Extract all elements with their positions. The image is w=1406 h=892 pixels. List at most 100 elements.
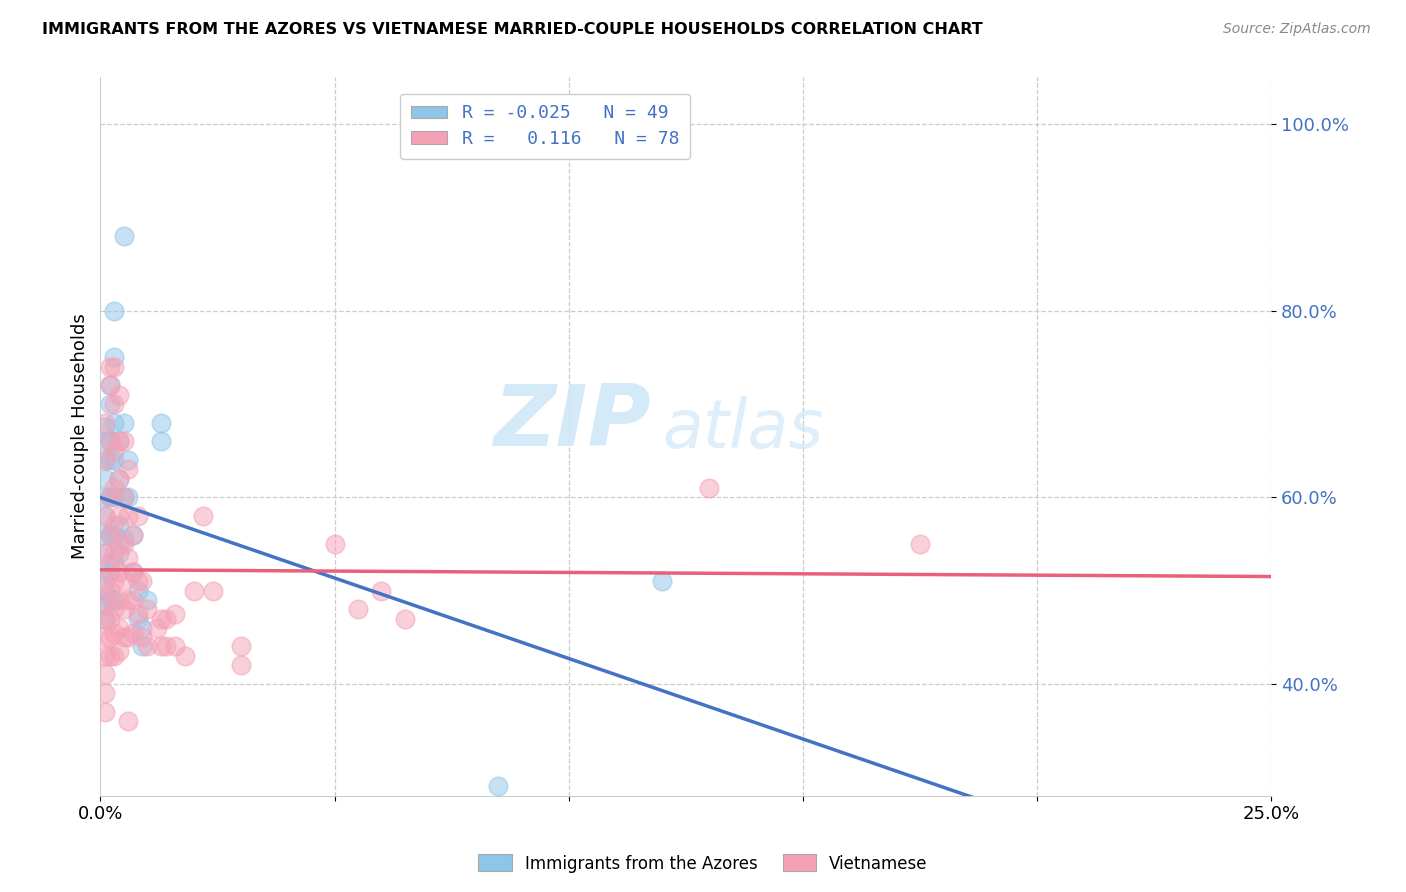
Point (127, 607, 149, 621)
Point (117, 714, 139, 728)
Point (108, 472, 131, 486)
Point (108, 434, 131, 449)
Point (108, 537, 131, 551)
Point (165, 607, 187, 621)
Point (103, 359, 125, 374)
Point (127, 508, 149, 523)
Point (229, 658, 252, 673)
Point (127, 583, 149, 598)
Point (112, 602, 135, 616)
Point (108, 387, 131, 401)
Point (108, 508, 131, 523)
Point (131, 621, 153, 635)
Point (94, 611, 117, 625)
Point (112, 490, 135, 504)
Point (908, 537, 931, 551)
Point (98, 556, 121, 570)
Legend: Immigrants from the Azores, Vietnamese: Immigrants from the Azores, Vietnamese (471, 847, 935, 880)
Point (98, 565, 121, 579)
Point (108, 592, 131, 607)
Point (131, 574, 153, 589)
Point (94, 508, 117, 523)
Point (94, 416, 117, 430)
Point (103, 602, 125, 616)
Point (98, 490, 121, 504)
Point (112, 630, 135, 644)
Point (103, 648, 125, 663)
Point (94, 598, 117, 612)
Point (136, 592, 159, 607)
Point (98, 453, 121, 467)
Point (131, 640, 153, 654)
Point (103, 416, 125, 430)
Point (108, 565, 131, 579)
Point (136, 640, 159, 654)
Legend: R = -0.025   N = 49, R =   0.116   N = 78: R = -0.025 N = 49, R = 0.116 N = 78 (401, 94, 690, 159)
Point (98, 434, 121, 449)
Text: ZIP: ZIP (494, 381, 651, 464)
Point (150, 611, 173, 625)
Point (145, 621, 167, 635)
Point (98, 630, 121, 644)
Text: Source: ZipAtlas.com: Source: ZipAtlas.com (1223, 22, 1371, 37)
Point (103, 490, 125, 504)
Point (103, 351, 125, 365)
Point (94, 546, 117, 560)
Point (94, 667, 117, 681)
Point (94, 648, 117, 663)
Point (94, 565, 117, 579)
Point (108, 518, 131, 533)
Point (165, 640, 187, 654)
Point (94, 472, 117, 486)
Point (122, 592, 145, 607)
Point (98, 359, 121, 374)
Point (108, 621, 131, 635)
Point (98, 592, 121, 607)
Point (117, 630, 139, 644)
Point (103, 443, 125, 458)
Point (98, 527, 121, 541)
Point (94, 546, 117, 560)
Point (94, 434, 117, 449)
Point (183, 583, 205, 598)
Point (94, 420, 117, 434)
Point (370, 583, 392, 598)
Point (98, 490, 121, 504)
Point (103, 556, 125, 570)
Point (94, 583, 117, 598)
Point (98, 648, 121, 663)
Point (98, 611, 121, 625)
Point (94, 527, 117, 541)
Point (103, 481, 125, 495)
Point (94, 508, 117, 523)
Point (127, 574, 149, 589)
Point (108, 434, 131, 449)
Point (131, 630, 153, 644)
Point (98, 397, 121, 411)
Point (103, 625, 125, 640)
Point (94, 592, 117, 607)
Point (94, 611, 117, 625)
Point (103, 574, 125, 589)
Point (98, 583, 121, 598)
Point (347, 602, 370, 616)
Point (94, 574, 117, 589)
Y-axis label: Married-couple Households: Married-couple Households (72, 314, 89, 559)
Point (150, 434, 173, 449)
Point (651, 574, 673, 589)
Point (98, 527, 121, 541)
Point (193, 508, 215, 523)
Point (117, 490, 139, 504)
Point (98, 434, 121, 449)
Point (112, 574, 135, 589)
Point (697, 481, 720, 495)
Point (155, 611, 177, 625)
Point (94, 705, 117, 719)
Point (112, 434, 135, 449)
Point (323, 537, 346, 551)
Point (103, 303, 125, 318)
Point (112, 533, 135, 547)
Point (122, 565, 145, 579)
Point (94, 490, 117, 504)
Point (98, 378, 121, 392)
